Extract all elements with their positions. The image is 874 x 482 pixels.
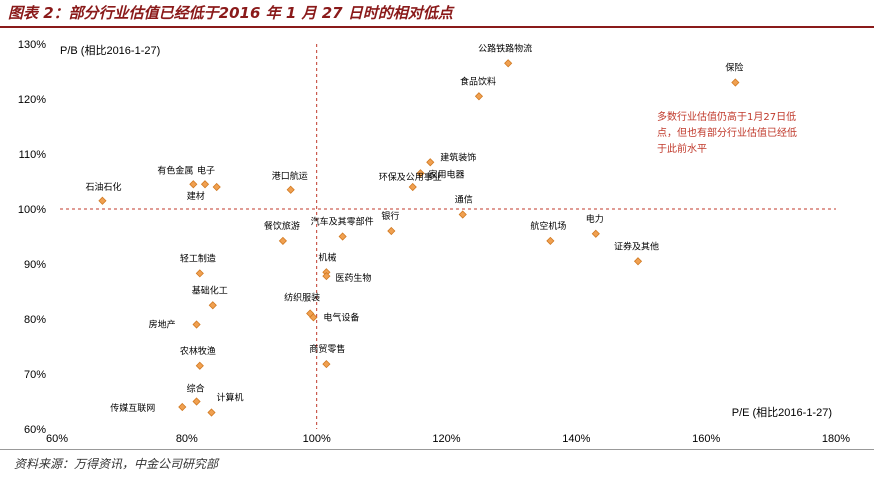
data-point-marker — [212, 182, 221, 192]
y-tick-label: 110% — [19, 149, 47, 161]
data-point-marker — [309, 313, 318, 322]
data-point-marker — [458, 210, 467, 219]
data-point-marker — [322, 360, 331, 369]
data-point-label: 餐饮旅游 — [264, 220, 300, 232]
data-point-marker — [278, 236, 287, 245]
annotation-line: 点，但也有部分行业估值已经低 — [657, 126, 797, 139]
data-point-label: 机械 — [318, 251, 336, 263]
data-point-label: 医药生物 — [335, 272, 371, 284]
data-point-marker — [207, 408, 216, 417]
x-axis-label: P/E (相比2016-1-27) — [732, 406, 832, 419]
data-point-label: 通信 — [455, 194, 473, 206]
data-point-label: 保险 — [725, 62, 743, 74]
data-point-marker — [195, 361, 204, 370]
data-point-marker — [338, 232, 347, 241]
data-point-label: 商贸零售 — [309, 343, 345, 355]
data-point-marker — [416, 169, 425, 178]
data-point-marker — [208, 301, 217, 310]
y-tick-label: 60% — [24, 424, 46, 436]
data-point-marker — [633, 257, 643, 266]
data-point-label: 电气设备 — [323, 311, 359, 323]
title-divider — [0, 26, 874, 28]
data-point-label: 证券及其他 — [614, 240, 659, 252]
data-point-label: 航空机场 — [530, 220, 566, 232]
x-tick-label: 140% — [562, 433, 590, 445]
data-point-label: 建筑装饰 — [440, 151, 476, 163]
data-point-marker — [192, 320, 201, 329]
data-point-marker — [192, 397, 201, 406]
data-point-marker — [286, 185, 295, 194]
y-tick-label: 80% — [24, 314, 46, 326]
data-point-marker — [408, 182, 417, 192]
annotation-line: 于此前水平 — [657, 142, 707, 155]
data-point-label: 房地产 — [149, 319, 176, 331]
x-tick-label: 120% — [432, 433, 460, 445]
data-point-label: 传媒互联网 — [110, 402, 155, 414]
data-point-marker — [591, 229, 600, 238]
data-point-marker — [474, 92, 484, 101]
data-point-label: 食品饮料 — [460, 75, 496, 87]
x-tick-label: 80% — [176, 433, 198, 445]
source-note: 资料来源：万得资讯，中金公司研究部 — [14, 457, 219, 471]
y-tick-label: 130% — [18, 39, 46, 51]
data-point-marker — [504, 59, 513, 68]
data-point-marker — [200, 180, 210, 189]
annotation-line: 多数行业估值仍高于1月27日低 — [657, 110, 796, 123]
data-point-label: 银行 — [381, 210, 399, 222]
data-point-label: 建材 — [187, 190, 205, 202]
data-point-label: 环保及公用事业 — [379, 171, 442, 183]
x-tick-label: 160% — [692, 433, 720, 445]
reference-lines — [60, 44, 836, 429]
data-point-label: 农林牧渔 — [180, 345, 216, 357]
data-point-label: 有色金属 — [157, 164, 193, 176]
footer-divider — [0, 449, 874, 450]
data-point-label: 公路铁路物流 — [478, 42, 532, 54]
data-point-label: 基础化工 — [192, 284, 228, 296]
x-tick-label: 180% — [822, 433, 850, 445]
data-point-label: 家用电器 — [429, 168, 465, 180]
data-point-marker — [387, 226, 396, 236]
scatter-chart: 60% 80% 100% 120% 140% 160% 180% 60% 70% 80% 90% 10… — [18, 39, 850, 445]
data-point-marker — [195, 269, 204, 278]
y-tick-label: 120% — [18, 94, 46, 106]
y-tick-label: 70% — [24, 369, 46, 381]
x-tick-label: 60% — [46, 433, 68, 445]
data-point-label: 纺织服装 — [284, 292, 320, 304]
data-point-label: 电子 — [197, 164, 215, 176]
data-point-marker — [98, 196, 107, 205]
data-point-marker — [731, 78, 740, 87]
data-point-label: 计算机 — [217, 392, 244, 404]
data-point-label: 综合 — [187, 383, 205, 395]
y-tick-label: 90% — [24, 259, 46, 271]
y-tick-label: 100% — [18, 204, 46, 216]
data-point-marker — [322, 272, 331, 281]
axis-ticks: 60% 80% 100% 120% 140% 160% 180% 60% 70% 80% 90% 10… — [18, 39, 850, 445]
data-point-label: 电力 — [586, 213, 604, 225]
page-title: 图表 2：部分行业估值已经低于2016 年 1 月 27 日时的相对低点 — [8, 4, 453, 22]
data-point-marker — [189, 180, 198, 189]
data-point-label: 港口航运 — [272, 170, 308, 182]
data-point-marker — [426, 158, 435, 167]
data-point-label: 汽车及其零部件 — [311, 216, 374, 228]
data-point-marker — [546, 236, 555, 245]
x-tick-label: 100% — [303, 433, 331, 445]
data-point-label: 石油石化 — [85, 181, 121, 193]
y-axis-label: P/B (相比2016-1-27) — [60, 44, 160, 57]
data-point-marker — [178, 402, 187, 412]
data-point-label: 轻工制造 — [180, 252, 216, 264]
